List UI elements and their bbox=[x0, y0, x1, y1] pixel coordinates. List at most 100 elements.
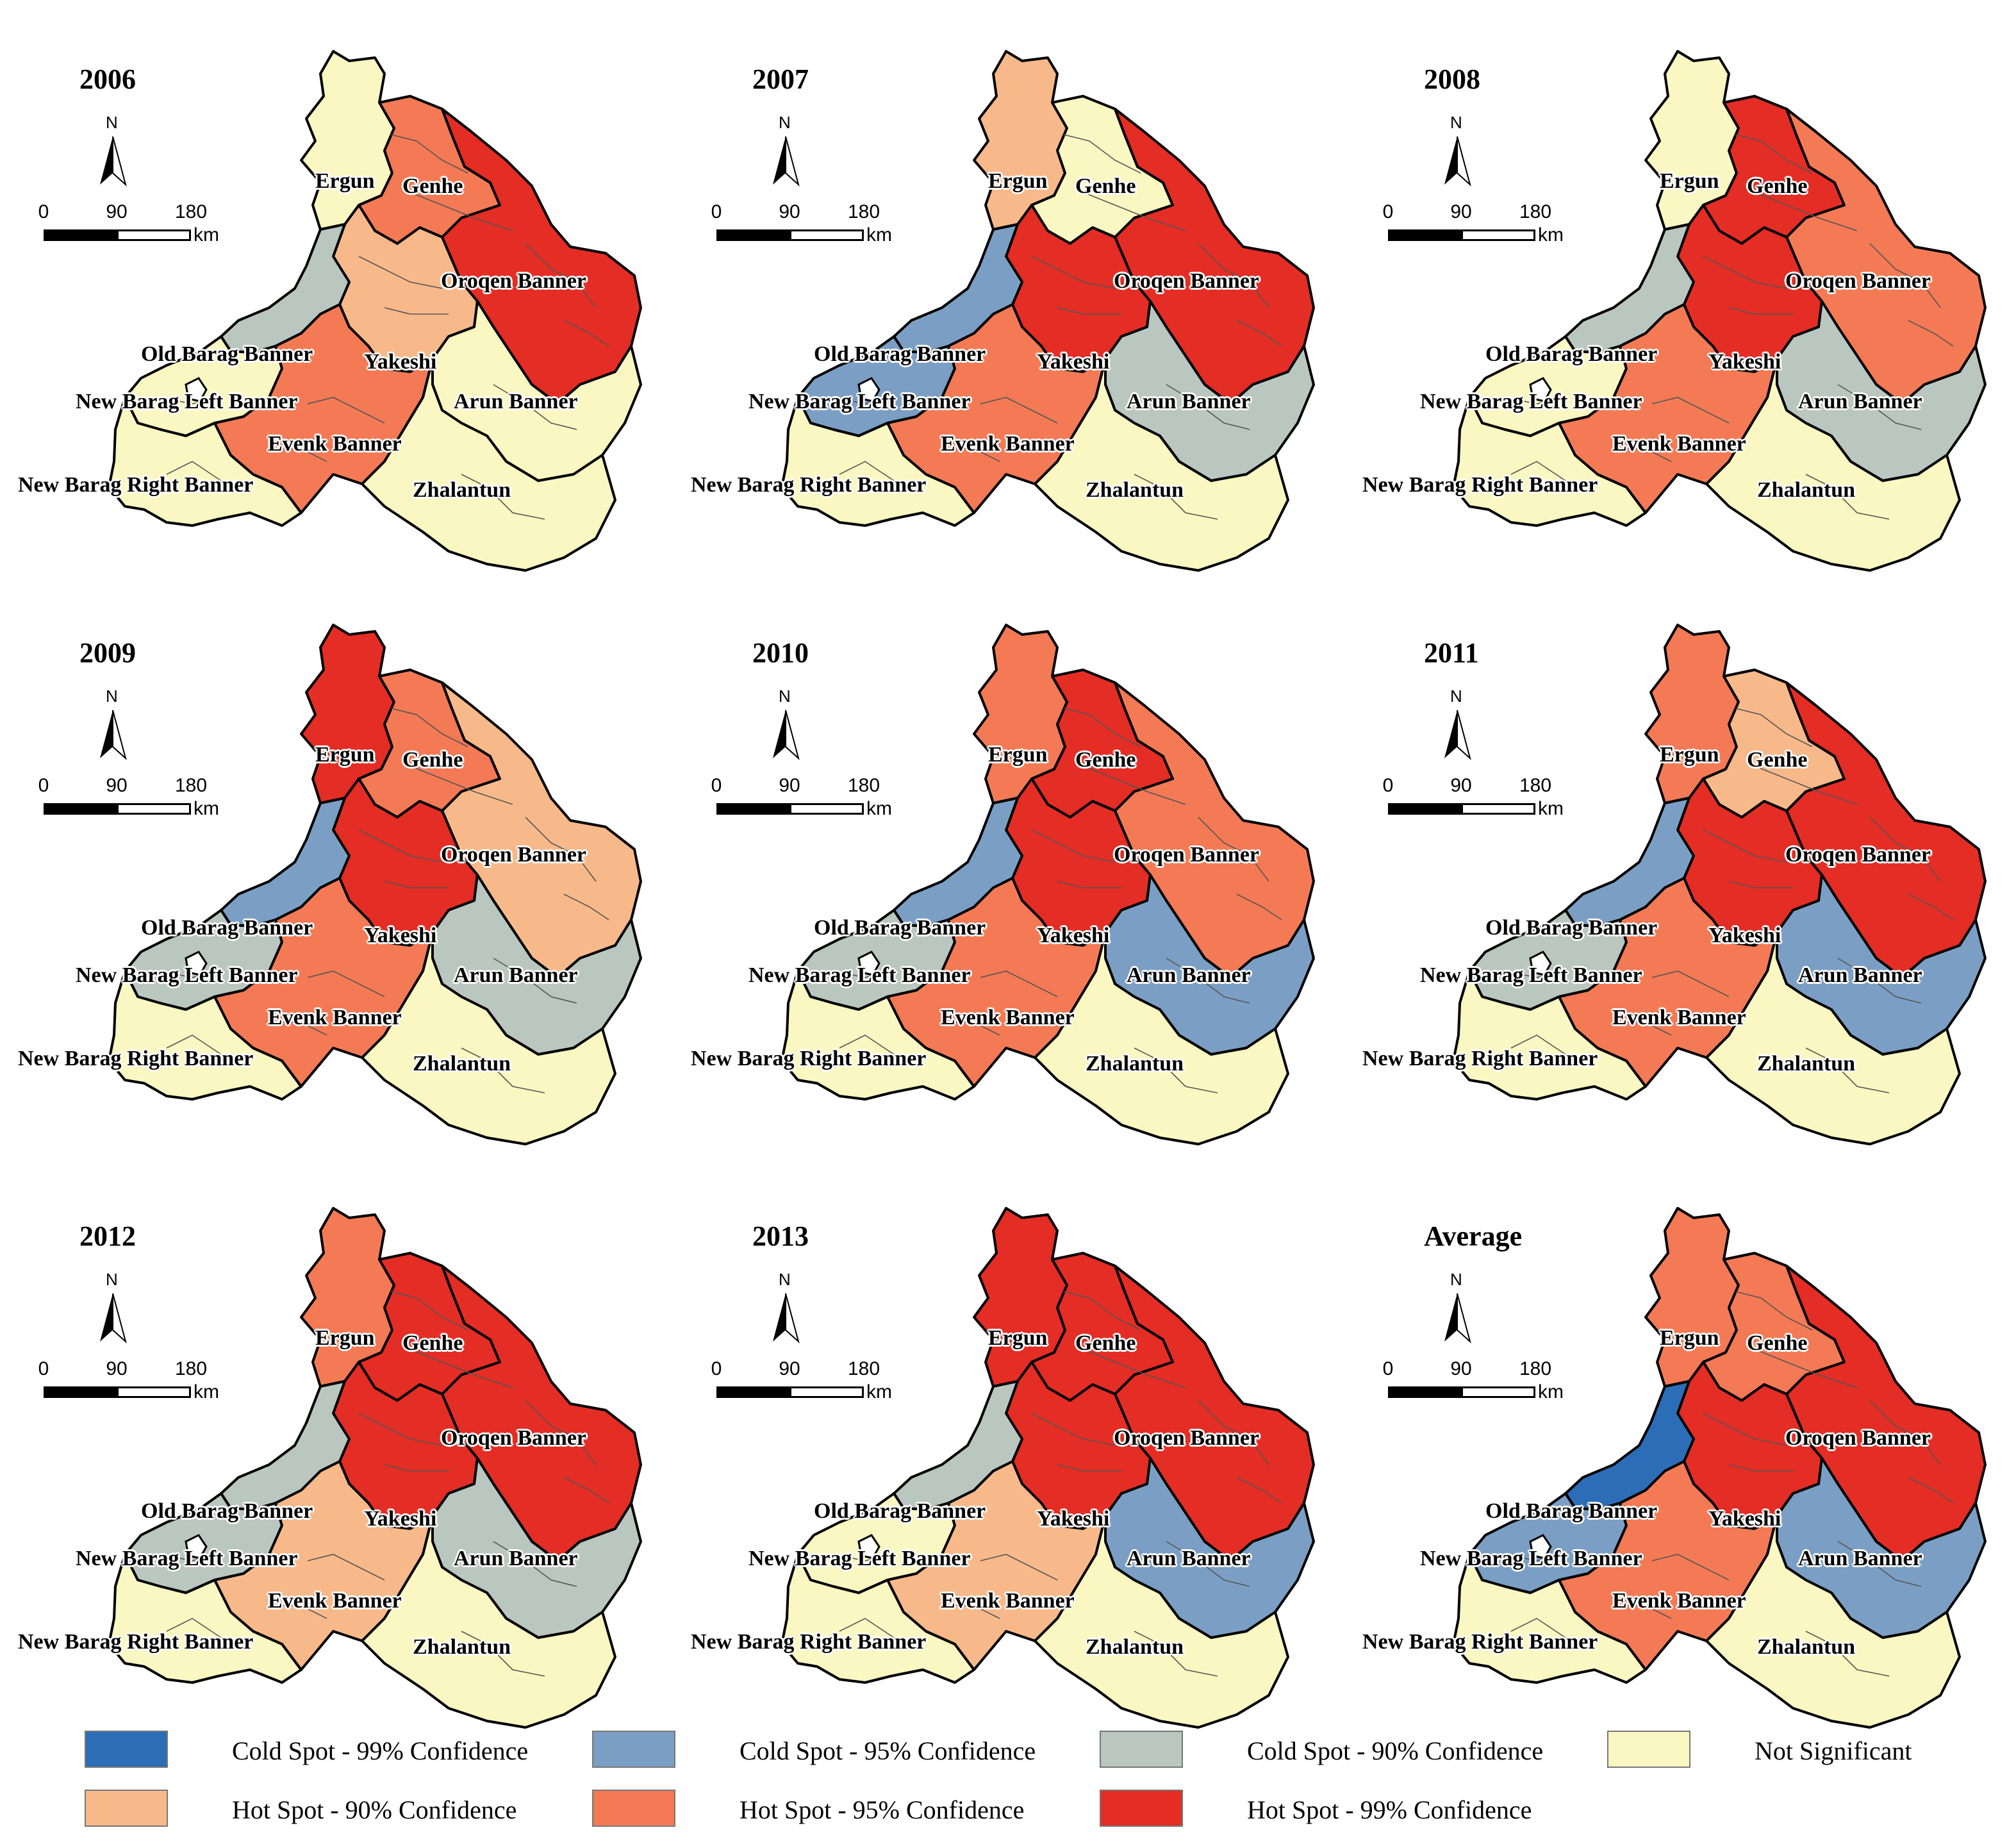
subdistrict-boundary bbox=[384, 307, 449, 315]
legend-swatch bbox=[85, 1731, 168, 1768]
scale-bar-black bbox=[44, 803, 117, 815]
region-zhalantun bbox=[1034, 358, 1289, 572]
region-label-ergun: Ergun bbox=[1660, 1326, 1719, 1350]
region-label-zhalantun: Zhalantun bbox=[1757, 1052, 1856, 1076]
region-label-oldbarag: Old Barag Banner bbox=[141, 1499, 313, 1523]
subdistrict-boundary bbox=[1908, 1477, 1954, 1504]
subdistrict-boundary bbox=[1057, 307, 1121, 315]
subdistrict-boundary bbox=[1728, 881, 1793, 888]
region-label-ergun: Ergun bbox=[1660, 169, 1719, 193]
map-panel: Average N 0 90 180 km Ergun Genhe Oroqen Banner O… bbox=[1344, 1170, 2016, 1734]
region-label-evenk: Evenk Banner bbox=[941, 1589, 1075, 1613]
scale-unit: km bbox=[1538, 1381, 1564, 1402]
region-label-genhe: Genhe bbox=[402, 174, 463, 198]
region-label-oroqen: Oroqen Banner bbox=[1785, 843, 1931, 867]
scale-tick-label: 180 bbox=[1519, 775, 1552, 796]
subdistrict-boundary bbox=[942, 1605, 1000, 1619]
lake bbox=[185, 377, 208, 403]
north-arrow-icon bbox=[773, 1293, 800, 1343]
region-label-evenk: Evenk Banner bbox=[1612, 432, 1746, 456]
choropleth-map bbox=[108, 1207, 642, 1729]
region-label-newbaragright: New Barag Right Banner bbox=[1362, 1047, 1598, 1070]
lake bbox=[1529, 951, 1552, 976]
subdistrict-boundary bbox=[1057, 1464, 1121, 1472]
scale-bar: 0 90 180 km bbox=[36, 1358, 228, 1403]
subdistrict-boundary bbox=[269, 1022, 327, 1036]
region-label-newbaragleft: New Barag Left Banner bbox=[748, 1547, 971, 1570]
subdistrict-boundary bbox=[1728, 307, 1793, 315]
subdistrict-boundary bbox=[384, 1464, 449, 1472]
subdistrict-boundary bbox=[1908, 320, 1954, 347]
scale-bar-black bbox=[44, 1386, 117, 1398]
scale-tick-label: 180 bbox=[174, 201, 208, 222]
subdistrict-boundary bbox=[1504, 1554, 1563, 1561]
region-label-oldbarag: Old Barag Banner bbox=[814, 1499, 986, 1523]
north-arrow-icon bbox=[773, 136, 800, 187]
subdistrict-boundary bbox=[563, 1477, 609, 1504]
subdistrict-boundary bbox=[493, 958, 577, 1004]
scale-unit: km bbox=[866, 1381, 892, 1402]
legend-label: Hot Spot - 95% Confidence bbox=[739, 1795, 1025, 1824]
subdistrict-boundary bbox=[1134, 474, 1218, 520]
subdistrict-boundary bbox=[1869, 817, 1941, 882]
subdistrict-boundary bbox=[839, 1618, 904, 1645]
scale-bar-white bbox=[1461, 803, 1535, 815]
region-label-arun: Arun Banner bbox=[1127, 1547, 1251, 1570]
subdistrict-boundary bbox=[358, 256, 443, 289]
subdistrict-boundary bbox=[1198, 817, 1269, 882]
region-label-zhalantun: Zhalantun bbox=[1086, 1635, 1184, 1659]
subdistrict-boundary bbox=[839, 1035, 904, 1061]
panel-title: 2012 bbox=[79, 1220, 136, 1252]
legend-swatch bbox=[592, 1731, 675, 1768]
subdistrict-boundary bbox=[1031, 829, 1116, 863]
region-label-arun: Arun Banner bbox=[1798, 1547, 1922, 1570]
lake bbox=[857, 1534, 880, 1559]
scale-bar: 0 90 180 km bbox=[709, 201, 901, 246]
scale-bar-white bbox=[117, 803, 191, 815]
subdistrict-boundary bbox=[358, 1413, 443, 1446]
subdistrict-boundary bbox=[942, 1022, 1000, 1036]
subdistrict-boundary bbox=[832, 397, 891, 404]
north-letter: N bbox=[106, 686, 118, 706]
lake bbox=[185, 1534, 208, 1559]
subdistrict-boundary bbox=[160, 970, 219, 978]
region-label-evenk: Evenk Banner bbox=[1612, 1589, 1746, 1613]
scale-unit: km bbox=[866, 224, 892, 245]
region-label-genhe: Genhe bbox=[1747, 174, 1808, 198]
scale-bar: 0 90 180 km bbox=[1380, 201, 1573, 246]
subdistrict-boundary bbox=[1614, 448, 1672, 462]
subdistrict-boundary bbox=[358, 829, 443, 863]
map-panel: 2007 N 0 90 180 km Ergun Genhe Oroqen Banner Old … bbox=[673, 13, 1344, 577]
region-label-oldbarag: Old Barag Banner bbox=[814, 342, 986, 366]
scale-bar: 0 90 180 km bbox=[709, 775, 901, 820]
subdistrict-boundary bbox=[390, 134, 468, 174]
region-label-newbaragright: New Barag Right Banner bbox=[18, 473, 254, 497]
choropleth-map bbox=[108, 624, 642, 1145]
subdistrict-boundary bbox=[1082, 1349, 1186, 1388]
region-zhalantun bbox=[1705, 931, 1961, 1145]
north-letter: N bbox=[106, 113, 118, 132]
scale-unit: km bbox=[194, 1381, 219, 1402]
region-label-oroqen: Oroqen Banner bbox=[1785, 269, 1931, 293]
region-label-ergun: Ergun bbox=[315, 169, 375, 193]
scale-tick-label: 0 bbox=[1382, 775, 1394, 796]
north-letter: N bbox=[1450, 686, 1462, 706]
scale-bar-black bbox=[716, 229, 789, 241]
north-arrow-icon bbox=[100, 136, 127, 187]
region-label-yakeshi: Yakeshi bbox=[364, 1507, 437, 1531]
subdistrict-boundary bbox=[1236, 1477, 1282, 1504]
region-label-newbaragleft: New Barag Left Banner bbox=[1420, 963, 1642, 987]
region-label-arun: Arun Banner bbox=[1798, 390, 1922, 413]
subdistrict-boundary bbox=[980, 1554, 1058, 1581]
region-label-newbaragright: New Barag Right Banner bbox=[18, 1047, 254, 1070]
legend-swatch bbox=[1607, 1731, 1690, 1768]
panel-title: 2011 bbox=[1424, 637, 1479, 669]
region-label-oroqen: Oroqen Banner bbox=[441, 1426, 587, 1450]
legend-label: Cold Spot - 99% Confidence bbox=[232, 1736, 529, 1765]
region-label-newbaragleft: New Barag Left Banner bbox=[748, 390, 971, 413]
subdistrict-boundary bbox=[1236, 894, 1282, 920]
scale-unit: km bbox=[1538, 224, 1564, 245]
subdistrict-boundary bbox=[1651, 397, 1730, 424]
scale-tick-label: 0 bbox=[38, 775, 49, 796]
scale-tick-label: 180 bbox=[847, 201, 880, 222]
